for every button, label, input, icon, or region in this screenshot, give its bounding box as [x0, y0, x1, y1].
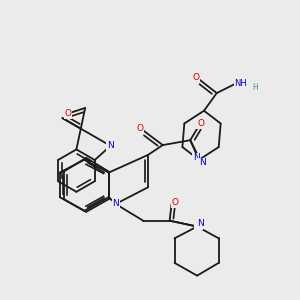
Text: N: N	[107, 141, 114, 150]
Text: N: N	[197, 219, 203, 228]
Text: NH: NH	[234, 79, 247, 88]
Text: O: O	[193, 74, 200, 82]
Text: O: O	[197, 119, 204, 128]
Text: N: N	[112, 200, 119, 208]
Text: O: O	[172, 198, 178, 207]
Text: O: O	[64, 109, 72, 118]
Text: H: H	[252, 83, 257, 92]
Text: N: N	[199, 158, 206, 167]
Text: N: N	[193, 153, 200, 162]
Text: N: N	[195, 220, 202, 230]
Text: O: O	[137, 124, 144, 134]
